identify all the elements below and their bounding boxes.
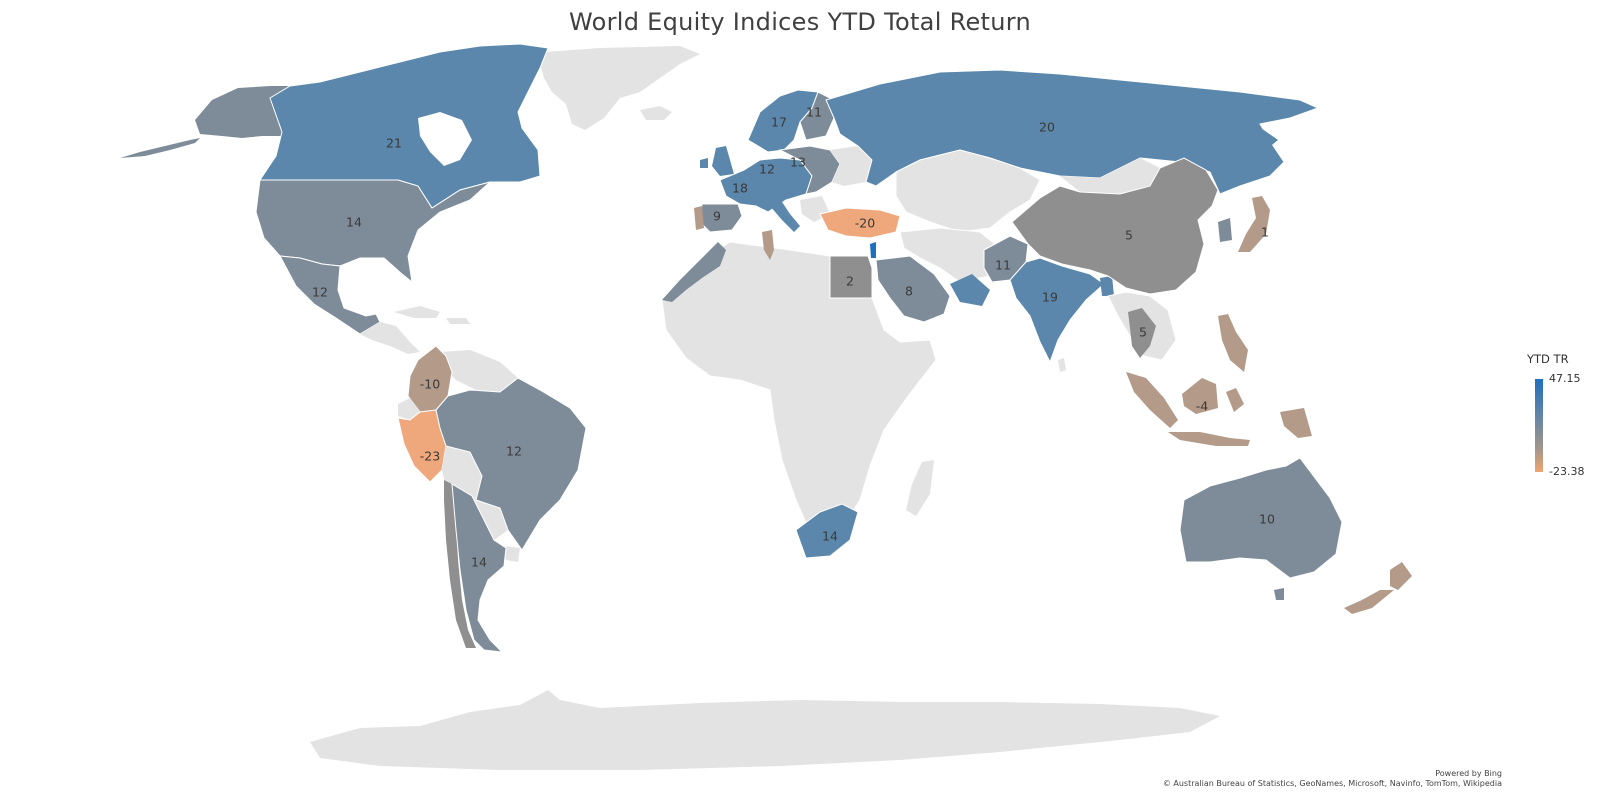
region-eastern-europe [778, 145, 841, 195]
map-title: World Equity Indices YTD Total Return [568, 8, 1032, 36]
region-argentina [451, 483, 507, 653]
region-turkey [819, 207, 901, 239]
region-iceland [640, 106, 672, 120]
region-ukraine-belarus [830, 146, 872, 186]
region-morocco [662, 242, 726, 302]
region-value-label: -4 [1196, 399, 1209, 414]
region-uk [700, 146, 734, 176]
region-value-label: 11 [995, 258, 1011, 273]
region-tunisia [762, 230, 774, 260]
region-mexico [279, 255, 381, 335]
region-caribbean [394, 306, 470, 324]
region-value-label: -23 [420, 449, 440, 464]
region-value-label: 12 [759, 162, 775, 177]
region-thailand [1128, 308, 1156, 358]
region-sri-lanka [1058, 358, 1066, 372]
region-china [1011, 157, 1219, 295]
region-value-label: 5 [1139, 325, 1147, 340]
region-venezuela-guianas [440, 350, 518, 392]
region-antarctica [310, 690, 1220, 770]
legend-max-value: 47.15 [1549, 372, 1581, 385]
region-value-label: 2 [846, 274, 854, 289]
region-new-zealand [1344, 562, 1412, 614]
region-saudi-arabia [875, 255, 951, 323]
region-uae-oman [950, 274, 990, 306]
region-aleutians [120, 138, 200, 158]
region-uruguay [504, 546, 520, 562]
region-south-africa [795, 503, 859, 559]
region-philippines [1218, 314, 1248, 372]
region-africa [661, 241, 937, 533]
region-chile [444, 480, 476, 648]
region-value-label: 5 [1125, 228, 1133, 243]
region-portugal [694, 206, 704, 230]
region-value-label: 12 [506, 444, 522, 459]
region-value-label: 10 [1259, 512, 1275, 527]
region-madagascar [906, 460, 934, 516]
region-central-asia [895, 149, 1041, 233]
region-central-america [360, 322, 420, 354]
color-legend: YTD TR 47.15 -23.38 [1527, 352, 1597, 482]
region-korea [1218, 218, 1232, 242]
region-mongolia [1060, 158, 1160, 194]
region-value-label: 18 [732, 181, 748, 196]
region-ecuador [398, 398, 420, 420]
region-bangladesh [1100, 276, 1114, 296]
region-value-label: 9 [713, 209, 721, 224]
region-brazil [435, 377, 587, 551]
region-value-label: 11 [806, 105, 822, 120]
region-tasmania [1274, 588, 1284, 600]
region-kamchatka [1240, 126, 1278, 150]
region-bolivia-paraguay [442, 446, 508, 540]
region-india [1009, 257, 1105, 364]
region-value-label: 13 [790, 155, 806, 170]
region-value-label: 14 [346, 215, 362, 230]
region-value-label: 8 [905, 284, 913, 299]
region-hudson-bay [418, 112, 472, 166]
region-russia [825, 69, 1320, 195]
region-value-label: -10 [420, 377, 440, 392]
region-australia [1179, 457, 1343, 579]
region-value-label: -20 [855, 216, 875, 231]
legend-min-value: -23.38 [1549, 465, 1585, 478]
region-italy [770, 202, 800, 232]
region-value-label: 12 [312, 285, 328, 300]
region-value-label: 19 [1042, 290, 1058, 305]
legend-title: YTD TR [1527, 352, 1569, 366]
region-value-label: 1 [1261, 225, 1269, 240]
powered-by-text: Powered by Bing [1435, 769, 1502, 778]
region-indonesia [1126, 372, 1312, 446]
legend-gradient-bar [1535, 379, 1543, 472]
region-value-label: 14 [822, 529, 838, 544]
region-spain [699, 203, 743, 233]
region-japan [1238, 196, 1270, 252]
region-value-label: 17 [771, 115, 787, 130]
region-value-label: 21 [386, 136, 402, 151]
copyright-text: © Australian Bureau of Statistics, GeoNa… [1162, 779, 1502, 788]
region-greenland [540, 46, 700, 130]
region-israel [870, 242, 876, 258]
region-value-label: 20 [1039, 120, 1055, 135]
region-value-label: 14 [471, 555, 487, 570]
